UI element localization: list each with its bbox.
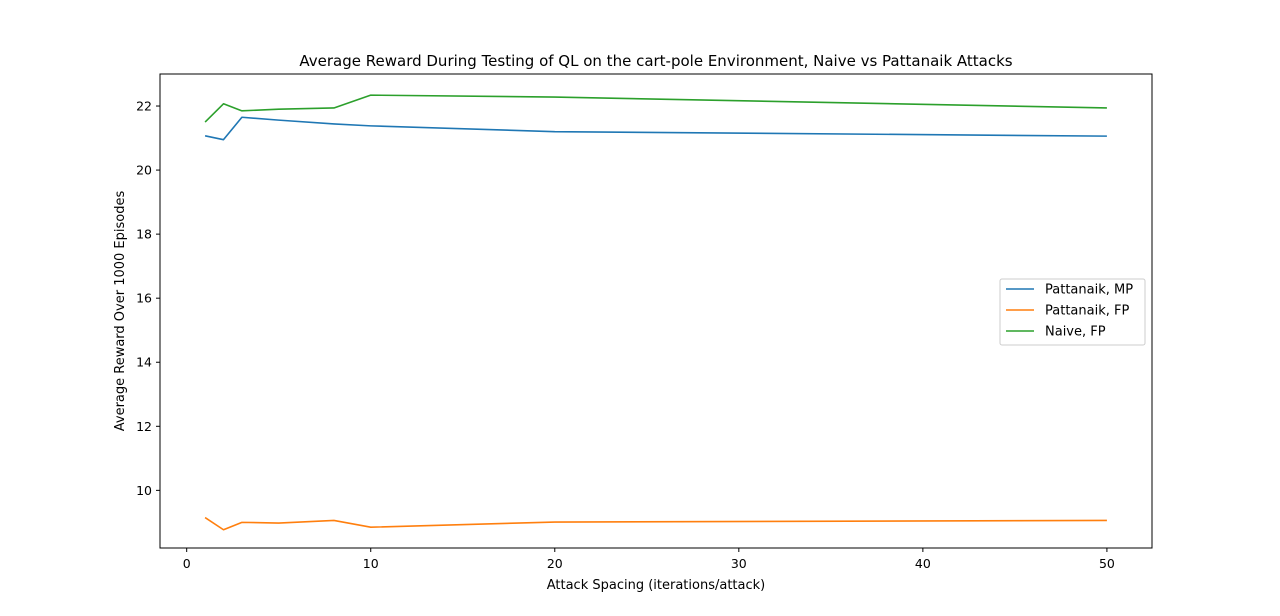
y-tick-label: 18 xyxy=(136,227,152,242)
series-line-2 xyxy=(204,516,1107,531)
y-tick-label: 16 xyxy=(136,291,152,306)
series-line-1 xyxy=(204,116,1107,141)
legend-label-2: Pattanaik, FP xyxy=(1045,304,1129,319)
x-tick-label: 0 xyxy=(183,556,191,571)
plot-area xyxy=(204,94,1107,531)
series-line-3 xyxy=(204,94,1107,123)
x-axis-label: Attack Spacing (iterations/attack) xyxy=(547,578,766,593)
y-tick-label: 10 xyxy=(136,483,152,498)
legend: Pattanaik, MP Pattanaik, FP Naive, FP xyxy=(999,278,1146,346)
x-tick-label: 40 xyxy=(915,556,931,571)
legend-label-1: Pattanaik, MP xyxy=(1045,283,1133,298)
x-tick-label: 30 xyxy=(731,556,747,571)
legend-box xyxy=(999,278,1146,346)
x-tick-label: 10 xyxy=(363,556,379,571)
x-tick-label: 50 xyxy=(1099,556,1115,571)
y-tick-label: 12 xyxy=(136,419,152,434)
y-axis-label: Average Reward Over 1000 Episodes xyxy=(113,191,128,432)
chart-title: Average Reward During Testing of QL on t… xyxy=(299,52,1012,70)
axes-frame xyxy=(159,73,1153,549)
legend-label-3: Naive, FP xyxy=(1045,325,1106,340)
y-tick-label: 22 xyxy=(136,99,152,114)
y-tick-label: 20 xyxy=(136,163,152,178)
y-tick-label: 14 xyxy=(136,355,152,370)
y-axis: 10 12 14 16 18 20 22 xyxy=(136,99,160,498)
x-tick-label: 20 xyxy=(547,556,563,571)
x-axis: 0 10 20 30 40 50 xyxy=(183,548,1115,571)
